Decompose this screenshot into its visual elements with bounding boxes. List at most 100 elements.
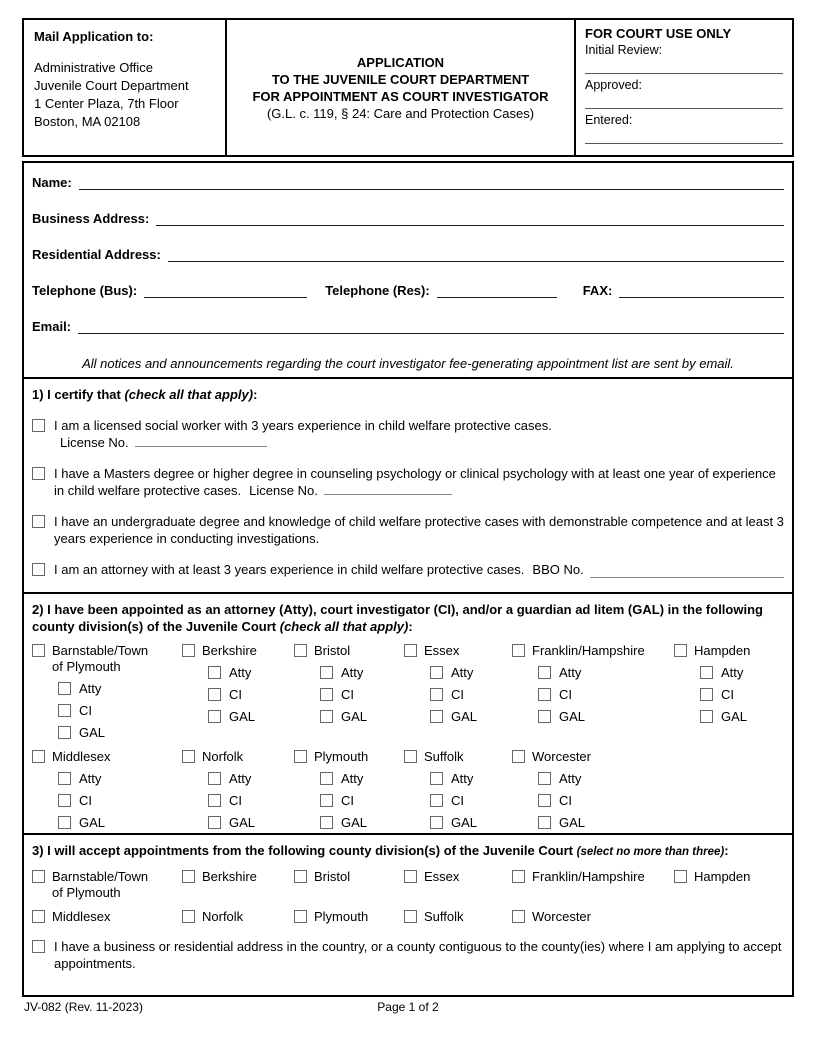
checkbox-norfolk-atty[interactable] — [208, 772, 221, 785]
county-column-essex: Essex — [404, 869, 512, 901]
checkbox-franklin-hampshire-atty[interactable] — [538, 666, 551, 679]
checkbox-middlesex[interactable] — [32, 750, 45, 763]
fax-input-line[interactable] — [619, 283, 784, 298]
telephone-res-input-line[interactable] — [436, 283, 557, 298]
checkbox-barnstable-town-ci[interactable] — [58, 704, 71, 717]
checkbox-franklin-hampshire[interactable] — [512, 644, 525, 657]
business-address-input-line[interactable] — [156, 211, 784, 226]
role-label: CI — [559, 687, 572, 702]
checkbox-bristol-atty[interactable] — [320, 666, 333, 679]
role-label: Atty — [229, 665, 252, 680]
checkbox-hampden[interactable] — [674, 644, 687, 657]
county-label: Barnstable/Town of Plymouth — [52, 643, 149, 674]
checkbox-worcester[interactable] — [512, 750, 525, 763]
checkbox-masters-degree[interactable] — [32, 467, 45, 480]
checkbox-plymouth-ci[interactable] — [320, 794, 333, 807]
certify-item-text: I am an attorney with at least 3 years e… — [54, 562, 525, 577]
checkbox-essex-gal[interactable] — [430, 710, 443, 723]
residential-address-label: Residential Address: — [32, 247, 161, 262]
checkbox-norfolk-ci[interactable] — [208, 794, 221, 807]
checkbox-essex[interactable] — [404, 644, 417, 657]
checkbox-social-worker[interactable] — [32, 419, 45, 432]
checkbox-bristol-gal[interactable] — [320, 710, 333, 723]
checkbox-suffolk[interactable] — [404, 750, 417, 763]
checkbox-barnstable-town[interactable] — [32, 870, 45, 883]
checkbox-undergraduate-degree[interactable] — [32, 515, 45, 528]
checkbox-worcester[interactable] — [512, 910, 525, 923]
role-label: CI — [79, 703, 92, 718]
checkbox-suffolk-gal[interactable] — [430, 816, 443, 829]
checkbox-suffolk[interactable] — [404, 910, 417, 923]
checkbox-contiguous-address[interactable] — [32, 940, 45, 953]
checkbox-essex-atty[interactable] — [430, 666, 443, 679]
checkbox-middlesex-ci[interactable] — [58, 794, 71, 807]
checkbox-barnstable-town-atty[interactable] — [58, 682, 71, 695]
checkbox-berkshire[interactable] — [182, 644, 195, 657]
county-label: Worcester — [532, 749, 591, 764]
approved-label: Approved: — [585, 78, 642, 92]
checkbox-essex[interactable] — [404, 870, 417, 883]
name-input-line[interactable] — [78, 175, 784, 190]
certify-heading-text: 1) I certify that — [32, 387, 125, 402]
checkbox-berkshire-gal[interactable] — [208, 710, 221, 723]
role-label: GAL — [341, 815, 368, 830]
checkbox-bristol[interactable] — [294, 870, 307, 883]
county-row: Barnstable/Town of Plymouth Atty CI GAL Berks… — [32, 643, 784, 741]
entered-line[interactable] — [585, 143, 783, 144]
checkbox-franklin-hampshire-ci[interactable] — [538, 688, 551, 701]
checkbox-norfolk-gal[interactable] — [208, 816, 221, 829]
checkbox-essex-ci[interactable] — [430, 688, 443, 701]
checkbox-franklin-hampshire-gal[interactable] — [538, 710, 551, 723]
role-label: Atty — [559, 665, 582, 680]
checkbox-berkshire-atty[interactable] — [208, 666, 221, 679]
checkbox-attorney[interactable] — [32, 563, 45, 576]
checkbox-hampden[interactable] — [674, 870, 687, 883]
license-no-input-line[interactable] — [134, 435, 267, 447]
checkbox-middlesex-gal[interactable] — [58, 816, 71, 829]
county-column-barnstable-town: Barnstable/Town of Plymouth — [32, 869, 182, 901]
checkbox-barnstable-town-gal[interactable] — [58, 726, 71, 739]
checkbox-hampden-ci[interactable] — [700, 688, 713, 701]
email-input-line[interactable] — [78, 319, 784, 334]
checkbox-suffolk-ci[interactable] — [430, 794, 443, 807]
residential-address-input-line[interactable] — [167, 247, 784, 262]
checkbox-hampden-gal[interactable] — [700, 710, 713, 723]
role-label: GAL — [79, 725, 106, 740]
checkbox-suffolk-atty[interactable] — [430, 772, 443, 785]
initial-review-line[interactable] — [585, 73, 783, 74]
checkbox-barnstable-town[interactable] — [32, 644, 45, 657]
county-column-suffolk: Suffolk Atty CI GAL — [404, 749, 512, 831]
bbo-no-input-line[interactable] — [589, 564, 784, 578]
certify-heading-italic: (check all that apply) — [124, 387, 254, 402]
checkbox-worcester-atty[interactable] — [538, 772, 551, 785]
form-title-line1: APPLICATION — [356, 54, 445, 70]
checkbox-middlesex[interactable] — [32, 910, 45, 923]
checkbox-berkshire[interactable] — [182, 870, 195, 883]
checkbox-plymouth-atty[interactable] — [320, 772, 333, 785]
county-column-middlesex: Middlesex — [32, 909, 182, 925]
checkbox-middlesex-atty[interactable] — [58, 772, 71, 785]
checkbox-plymouth-gal[interactable] — [320, 816, 333, 829]
approved-line[interactable] — [585, 108, 783, 109]
checkbox-franklin-hampshire[interactable] — [512, 870, 525, 883]
checkbox-bristol[interactable] — [294, 644, 307, 657]
checkbox-hampden-atty[interactable] — [700, 666, 713, 679]
email-label: Email: — [32, 319, 72, 334]
form-header: Mail Application to: Administrative Offi… — [22, 18, 794, 157]
telephone-bus-input-line[interactable] — [144, 283, 308, 298]
checkbox-worcester-gal[interactable] — [538, 816, 551, 829]
checkbox-norfolk[interactable] — [182, 910, 195, 923]
checkbox-bristol-ci[interactable] — [320, 688, 333, 701]
checkbox-plymouth[interactable] — [294, 910, 307, 923]
county-label: Barnstable/Town of Plymouth — [52, 869, 149, 900]
county-column-middlesex: Middlesex Atty CI GAL — [32, 749, 182, 831]
checkbox-plymouth[interactable] — [294, 750, 307, 763]
checkbox-worcester-ci[interactable] — [538, 794, 551, 807]
certify-item-text: I have an undergraduate degree and knowl… — [54, 514, 784, 546]
county-label: Worcester — [532, 909, 591, 924]
checkbox-berkshire-ci[interactable] — [208, 688, 221, 701]
license-no-input-line[interactable] — [323, 483, 452, 495]
role-label: CI — [451, 687, 464, 702]
checkbox-norfolk[interactable] — [182, 750, 195, 763]
county-label: Essex — [424, 643, 460, 658]
